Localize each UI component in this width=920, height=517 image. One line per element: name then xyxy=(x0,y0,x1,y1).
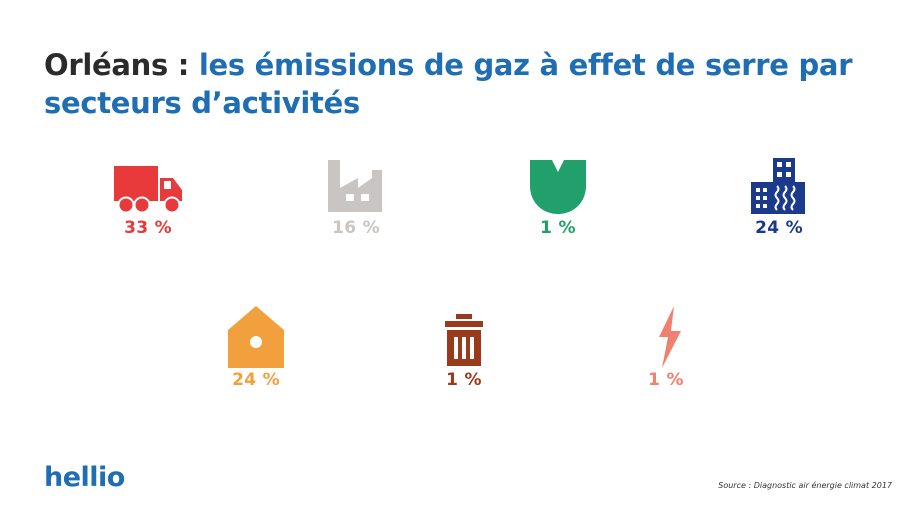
sector-transport: 33 % xyxy=(88,158,208,238)
sector-tertiary: 24 % xyxy=(719,158,839,238)
sector-value: 24 % xyxy=(755,218,803,238)
sector-value: 24 % xyxy=(232,370,280,390)
title-city: Orléans : xyxy=(44,48,190,82)
truck-icon xyxy=(114,166,182,214)
sector-value: 1 % xyxy=(446,370,482,390)
sector-residential: 24 % xyxy=(196,304,316,390)
house-icon xyxy=(228,306,284,368)
building-icon xyxy=(751,158,805,214)
trash-icon xyxy=(445,314,483,366)
title-text: les émissions de gaz à effet de serre pa… xyxy=(44,48,853,120)
sector-value: 33 % xyxy=(124,218,172,238)
chart-title: Orléans : les émissions de gaz à effet d… xyxy=(44,46,884,122)
sector-value: 1 % xyxy=(648,370,684,390)
sector-waste: 1 % xyxy=(404,304,524,390)
lightning-icon xyxy=(659,306,681,368)
factory-icon xyxy=(328,160,382,212)
sector-energy: 1 % xyxy=(606,304,726,390)
sector-value: 16 % xyxy=(332,218,380,238)
sector-industry: 16 % xyxy=(296,158,416,238)
leaf-icon xyxy=(530,160,586,214)
sector-value: 1 % xyxy=(540,218,576,238)
sector-agriculture: 1 % xyxy=(498,158,618,238)
hellio-logo: hellio xyxy=(44,462,125,493)
source-note: Source : Diagnostic air énergie climat 2… xyxy=(718,481,892,490)
